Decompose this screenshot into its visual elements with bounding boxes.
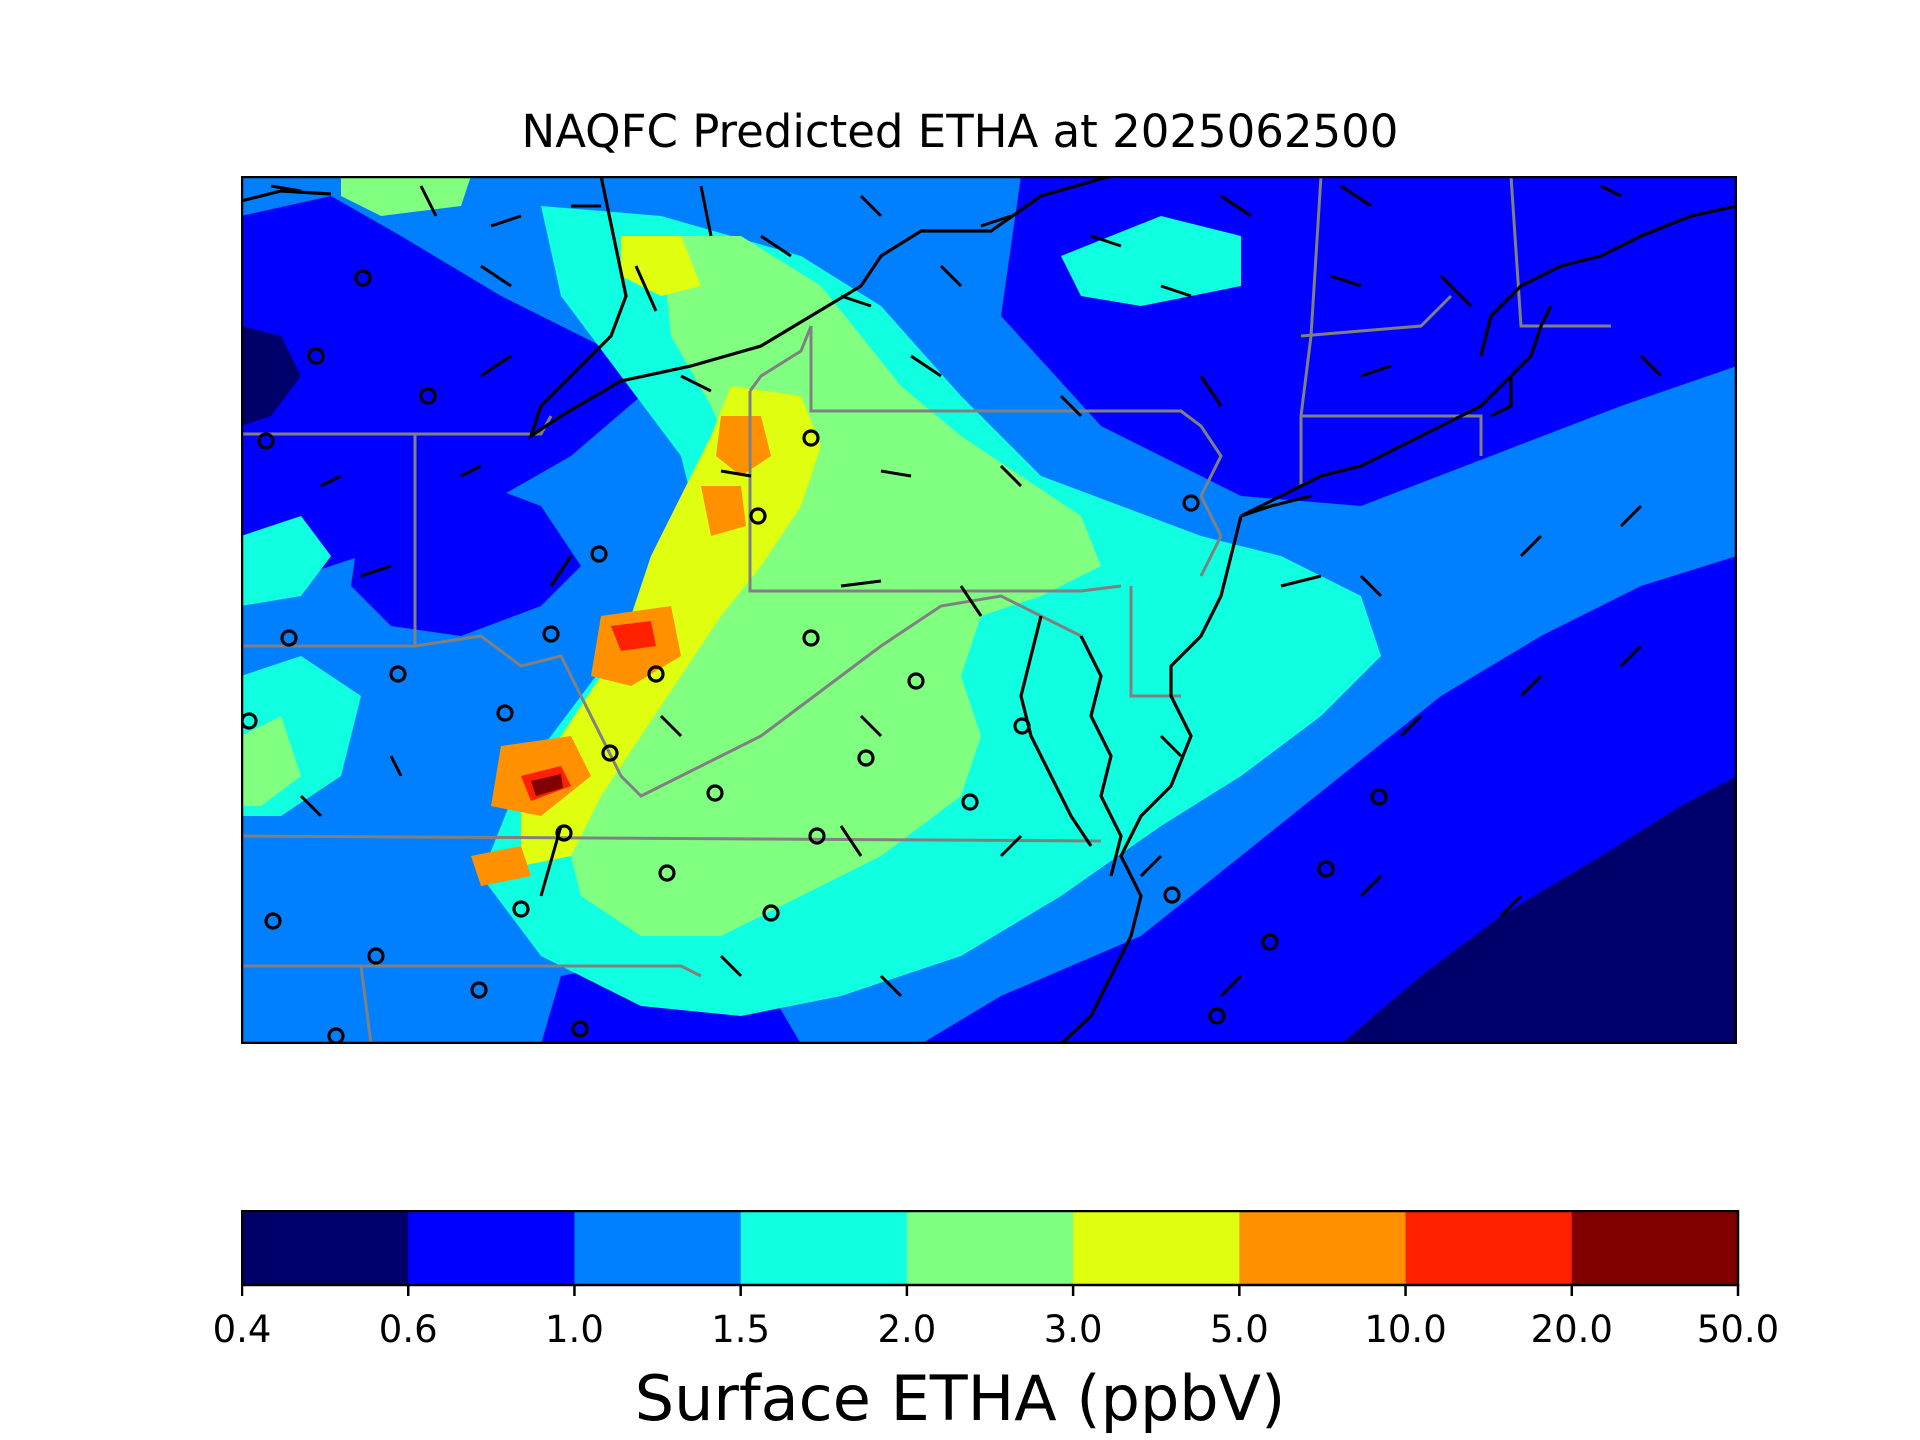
field-yellow-north bbox=[621, 236, 701, 296]
colorbar-tick-label: 2.0 bbox=[877, 1308, 937, 1351]
colorbar-tick-label: 5.0 bbox=[1209, 1308, 1269, 1351]
field-red-1 bbox=[611, 621, 656, 651]
colorbar-label: Surface ETHA (ppbV) bbox=[634, 1362, 1286, 1435]
colorbar-tick-label: 1.5 bbox=[711, 1308, 771, 1351]
colorbar-segment bbox=[1073, 1211, 1240, 1285]
coastlines bbox=[241, 176, 1737, 1044]
field-green-main bbox=[561, 236, 1101, 936]
field-darkblue-nw bbox=[241, 326, 301, 426]
colorbar-tick-label: 0.4 bbox=[212, 1308, 272, 1351]
colorbar-tick-label: 10.0 bbox=[1364, 1308, 1447, 1351]
wind-barbs bbox=[270, 184, 1663, 998]
colorbar-segment bbox=[1571, 1211, 1739, 1285]
field-darkred bbox=[531, 774, 563, 796]
state-borders bbox=[241, 176, 1611, 1044]
colorbar-tick-label: 1.0 bbox=[545, 1308, 604, 1351]
colorbar-segment bbox=[242, 1211, 409, 1285]
colorbar bbox=[241, 1210, 1740, 1296]
colorbar-segment bbox=[1405, 1211, 1573, 1285]
map-frame bbox=[241, 176, 1737, 1044]
colorbar-tick-label: 20.0 bbox=[1530, 1308, 1613, 1351]
field-orange-1 bbox=[716, 416, 771, 476]
colorbar-tick-label: 0.6 bbox=[378, 1308, 438, 1351]
concentration-map bbox=[241, 176, 1737, 1044]
colorbar-segment bbox=[740, 1211, 908, 1285]
field-orange-2 bbox=[701, 486, 746, 536]
field-cyan-north bbox=[1061, 216, 1241, 306]
colorbar-frame bbox=[241, 1210, 1740, 1287]
field-green-sw bbox=[241, 716, 301, 806]
colorbar-segment bbox=[408, 1211, 575, 1285]
colorbar-tick-label: 3.0 bbox=[1043, 1308, 1103, 1351]
field-orange-5 bbox=[471, 846, 531, 886]
chart-title: NAQFC Predicted ETHA at 2025062500 bbox=[521, 105, 1399, 158]
field-blue-mid bbox=[351, 476, 581, 636]
colorbar-tick-label: 50.0 bbox=[1696, 1308, 1780, 1351]
field-darkblue-se bbox=[1341, 776, 1737, 1044]
field-green-north bbox=[341, 176, 471, 216]
field-blue-nw bbox=[241, 196, 641, 596]
colorbar-segment bbox=[574, 1211, 742, 1285]
calm-wind-circles bbox=[241, 269, 1388, 1044]
colorbar-segment bbox=[906, 1211, 1074, 1285]
colorbar-segment bbox=[1239, 1211, 1407, 1285]
field-cyan-sw bbox=[241, 516, 331, 606]
